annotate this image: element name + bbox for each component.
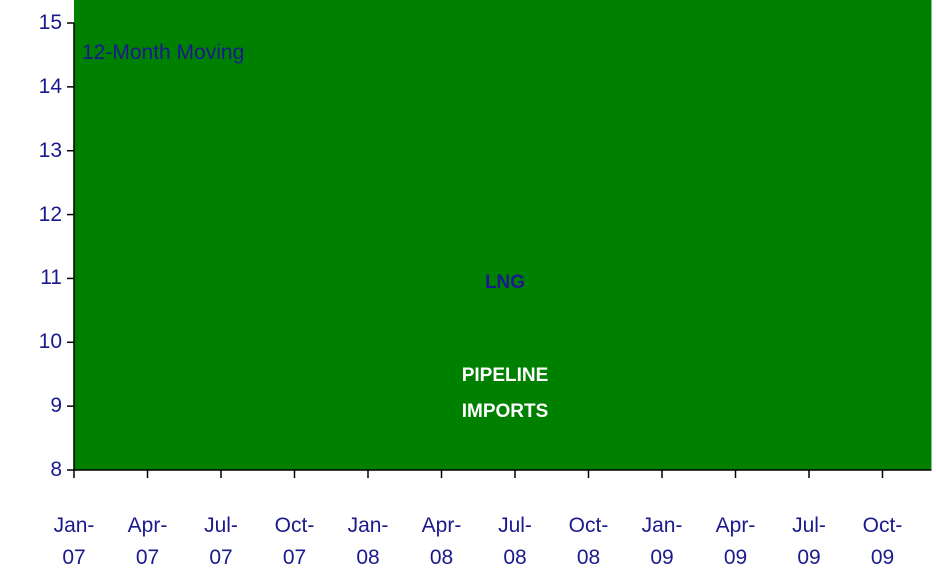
y-tick-label: 15 (38, 11, 62, 34)
x-tick-label: Jul- 09 (792, 514, 826, 569)
x-tick-label: Apr- 09 (715, 514, 756, 569)
x-tick-label: Jul- 08 (498, 514, 532, 569)
x-tick-label: Oct- 08 (568, 514, 609, 569)
y-tick-label: 14 (38, 74, 62, 98)
x-tick-label: Jul- 07 (204, 514, 238, 569)
y-tick-label: 12 (38, 202, 62, 226)
area (74, 0, 932, 470)
x-tick-label: Oct- 09 (862, 514, 903, 569)
x-tick-label: Oct- 07 (274, 514, 315, 569)
x-tick-label: Jan- 08 (347, 514, 389, 569)
annotation: 12-Month Moving (82, 41, 245, 64)
x-tick-label: Apr- 07 (127, 514, 168, 569)
y-tick-label: 9 (50, 394, 62, 418)
x-tick-label: Jan- 09 (641, 514, 683, 569)
annotation: PIPELINE IMPORTS (461, 365, 549, 422)
x-tick-label: Apr- 08 (421, 514, 462, 569)
y-tick-label: 8 (50, 458, 62, 481)
annotation: LNG (484, 272, 526, 293)
x-tick-label: Jan- 07 (53, 514, 95, 569)
y-tick-label: 11 (40, 266, 62, 290)
y-tick-label: 10 (38, 330, 62, 354)
y-tick-label: 13 (38, 138, 62, 162)
